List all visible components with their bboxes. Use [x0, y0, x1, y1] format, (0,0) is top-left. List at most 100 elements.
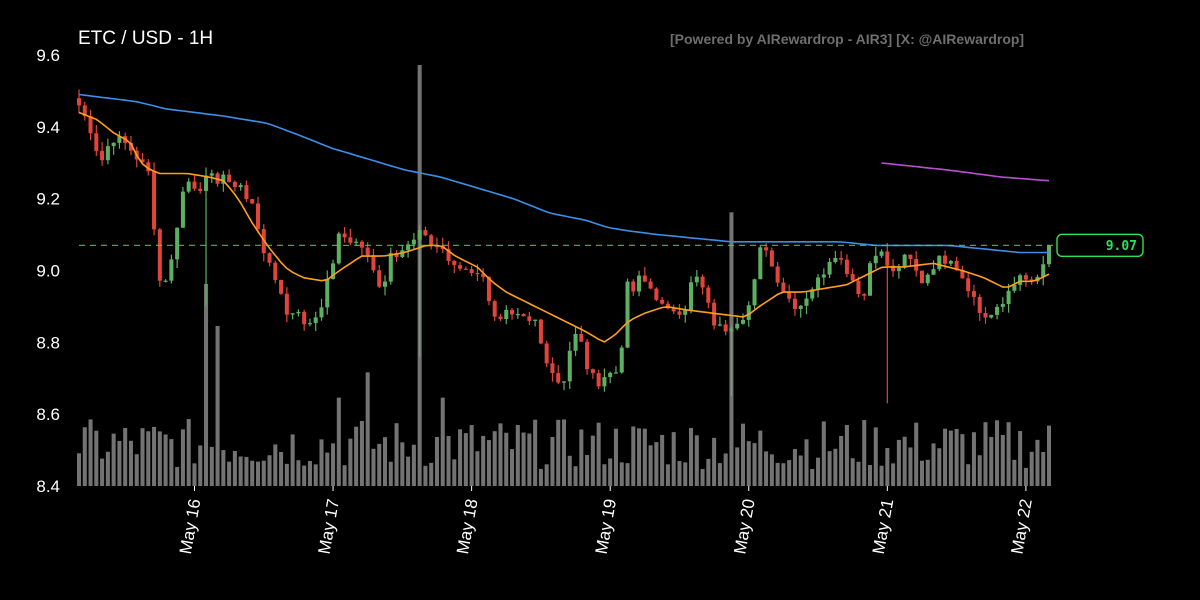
volume-bar: [948, 430, 953, 486]
volume-bar: [712, 437, 717, 486]
volume-bar: [307, 461, 312, 486]
candle: [354, 238, 359, 246]
volume-bar: [665, 464, 670, 486]
ma-mid-line: [78, 93, 1049, 254]
candle-body: [619, 347, 624, 373]
candle-body: [908, 254, 913, 259]
volume-bar: [735, 447, 740, 486]
candle-body: [544, 343, 549, 364]
candle-body: [585, 341, 590, 370]
candle-body: [319, 307, 324, 318]
candle: [313, 311, 318, 332]
volume-bar: [486, 440, 491, 486]
volume-bar: [613, 428, 618, 486]
candle-body: [758, 247, 763, 280]
candle: [452, 260, 457, 274]
candle: [758, 244, 763, 280]
candle: [556, 365, 561, 385]
last-price-marker: 9.07: [79, 233, 1144, 258]
candle: [619, 345, 624, 374]
volume-bar: [977, 455, 982, 486]
candle-body: [382, 281, 388, 287]
x-tick-label: May 21: [869, 497, 897, 555]
candle-body: [781, 282, 786, 292]
candle: [637, 270, 642, 297]
volume-bar: [879, 465, 884, 486]
candle-body: [180, 191, 185, 228]
candle: [1006, 283, 1011, 313]
volume-bar: [850, 458, 855, 486]
candle: [267, 252, 272, 267]
candle: [521, 313, 526, 317]
ma-fast-line: [78, 111, 1050, 343]
candle-body: [406, 244, 411, 251]
candle: [94, 125, 99, 156]
candle-body: [989, 314, 994, 318]
candle-body: [833, 258, 838, 262]
candle: [498, 313, 503, 322]
volume-bar: [377, 443, 382, 486]
volume-bar: [463, 433, 468, 486]
candle: [671, 304, 676, 315]
volume-bar: [804, 439, 809, 486]
candle: [100, 142, 105, 166]
candle: [319, 298, 324, 321]
volume-bar: [873, 427, 878, 486]
volume-bar: [192, 463, 197, 486]
volume-bar: [717, 463, 722, 486]
candle: [792, 292, 797, 316]
candle-body: [244, 185, 249, 200]
candle: [117, 131, 122, 149]
volume-bar: [533, 419, 538, 486]
volume-bar: [1018, 431, 1023, 486]
volume-bar: [637, 428, 642, 486]
candle: [850, 268, 855, 282]
volume-bar: [1000, 434, 1005, 486]
volume-bar: [919, 460, 924, 486]
candle: [111, 142, 116, 155]
volume-bar: [82, 427, 87, 486]
candle-body: [94, 133, 99, 151]
volume-bar: [232, 450, 237, 486]
candle-body: [752, 279, 757, 306]
candle-body: [683, 310, 688, 315]
candle: [302, 309, 307, 331]
volume-bar: [238, 456, 243, 486]
volume-bar: [458, 429, 463, 486]
volume-bar: [504, 432, 509, 486]
volume-bar: [100, 458, 105, 486]
candle: [469, 265, 474, 277]
candle: [948, 259, 953, 266]
candle: [232, 180, 237, 192]
candle: [694, 270, 699, 287]
candle-body: [423, 230, 428, 236]
candle-body: [313, 317, 318, 324]
candle: [411, 232, 416, 250]
candle-body: [429, 235, 434, 247]
candle-body: [642, 275, 647, 282]
volume-bar: [76, 453, 82, 486]
volume-bar: [642, 428, 647, 486]
candle: [775, 261, 780, 287]
candle-body: [302, 311, 307, 325]
candle: [804, 291, 809, 315]
volume-bar: [209, 446, 214, 486]
candle-body: [486, 276, 491, 302]
candle-body: [613, 372, 618, 374]
candle: [717, 316, 722, 327]
candle: [336, 231, 341, 265]
candle-body: [746, 305, 751, 320]
volume-bar: [989, 436, 994, 486]
candle: [833, 250, 838, 264]
x-tick-label: May 16: [176, 497, 204, 555]
candle-body: [694, 276, 699, 283]
volume-bar: [885, 447, 890, 486]
volume-bar: [966, 464, 971, 486]
candle-body: [862, 293, 867, 296]
volume-bar: [169, 439, 174, 486]
candle-body: [152, 171, 157, 230]
candle: [486, 276, 491, 306]
candle-body: [1029, 279, 1034, 282]
candle: [798, 305, 803, 318]
candle-body: [937, 255, 942, 270]
